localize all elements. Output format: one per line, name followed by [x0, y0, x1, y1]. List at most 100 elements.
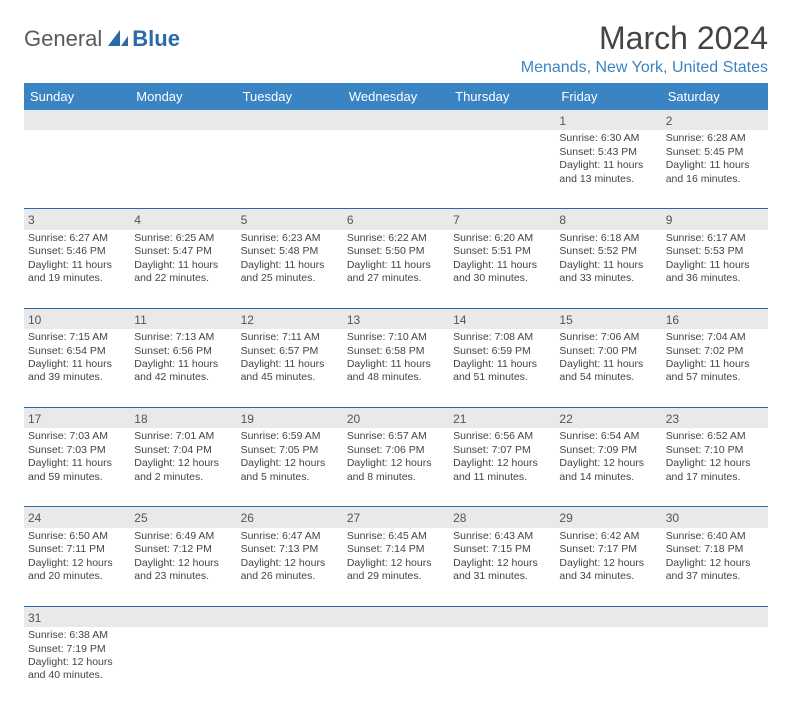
day-number: 26: [241, 509, 339, 527]
day-info-line: Sunset: 7:04 PM: [134, 444, 232, 457]
day-number: 5: [241, 211, 339, 229]
day-info-line: Daylight: 12 hours: [453, 457, 551, 470]
day-info-line: Sunset: 5:43 PM: [559, 146, 657, 159]
day-info-line: and 48 minutes.: [347, 371, 445, 384]
day-info-line: Sunrise: 7:13 AM: [134, 331, 232, 344]
weekday-header: Friday: [555, 83, 661, 110]
day-info-line: Daylight: 11 hours: [241, 358, 339, 371]
day-info-line: and 34 minutes.: [559, 570, 657, 583]
day-info-cell: Sunrise: 6:42 AMSunset: 7:17 PMDaylight:…: [555, 528, 661, 606]
day-number-cell: [343, 110, 449, 130]
day-number-cell: [555, 606, 661, 627]
header: General Blue March 2024 Menands, New Yor…: [24, 20, 768, 77]
day-info-cell: Sunrise: 6:23 AMSunset: 5:48 PMDaylight:…: [237, 230, 343, 308]
day-info-line: Sunrise: 7:03 AM: [28, 430, 126, 443]
day-info-line: Sunset: 7:03 PM: [28, 444, 126, 457]
day-info-row: Sunrise: 6:30 AMSunset: 5:43 PMDaylight:…: [24, 130, 768, 208]
day-info-line: Sunset: 6:58 PM: [347, 345, 445, 358]
day-info-cell: Sunrise: 7:15 AMSunset: 6:54 PMDaylight:…: [24, 329, 130, 407]
day-info-line: Sunset: 7:17 PM: [559, 543, 657, 556]
daynum-row: 12: [24, 110, 768, 130]
day-info-line: Daylight: 11 hours: [347, 259, 445, 272]
day-number: 1: [559, 112, 657, 130]
day-info-line: Daylight: 12 hours: [347, 457, 445, 470]
day-info-line: Daylight: 11 hours: [28, 259, 126, 272]
day-info-line: and 30 minutes.: [453, 272, 551, 285]
day-info-line: Sunrise: 6:50 AM: [28, 530, 126, 543]
day-info-line: and 17 minutes.: [666, 471, 764, 484]
day-info-line: Daylight: 12 hours: [666, 557, 764, 570]
day-info-line: Sunrise: 6:43 AM: [453, 530, 551, 543]
day-number: 17: [28, 410, 126, 428]
day-info-cell: Sunrise: 7:08 AMSunset: 6:59 PMDaylight:…: [449, 329, 555, 407]
day-info-line: and 51 minutes.: [453, 371, 551, 384]
day-info-line: Sunset: 5:47 PM: [134, 245, 232, 258]
day-info-cell: Sunrise: 7:13 AMSunset: 6:56 PMDaylight:…: [130, 329, 236, 407]
day-number: 29: [559, 509, 657, 527]
day-info-cell: Sunrise: 6:43 AMSunset: 7:15 PMDaylight:…: [449, 528, 555, 606]
day-info-line: and 42 minutes.: [134, 371, 232, 384]
day-info-line: Sunset: 7:09 PM: [559, 444, 657, 457]
day-info-line: Sunrise: 6:28 AM: [666, 132, 764, 145]
day-number: 13: [347, 311, 445, 329]
logo-text-general: General: [24, 26, 102, 52]
day-number: 9: [666, 211, 764, 229]
day-info-line: Daylight: 11 hours: [28, 457, 126, 470]
day-info-line: Sunrise: 7:15 AM: [28, 331, 126, 344]
day-info-line: Daylight: 12 hours: [28, 656, 126, 669]
day-info-line: Daylight: 11 hours: [134, 358, 232, 371]
month-title: March 2024: [521, 20, 768, 57]
day-number: 20: [347, 410, 445, 428]
day-info-line: and 59 minutes.: [28, 471, 126, 484]
day-info-line: and 20 minutes.: [28, 570, 126, 583]
day-info-line: Daylight: 11 hours: [347, 358, 445, 371]
day-info-line: Daylight: 12 hours: [453, 557, 551, 570]
day-number: 27: [347, 509, 445, 527]
day-info-line: Sunset: 6:56 PM: [134, 345, 232, 358]
day-info-cell: Sunrise: 6:49 AMSunset: 7:12 PMDaylight:…: [130, 528, 236, 606]
day-number-cell: 24: [24, 507, 130, 528]
day-info-row: Sunrise: 6:50 AMSunset: 7:11 PM Daylight:…: [24, 528, 768, 606]
day-info-cell: Sunrise: 7:04 AMSunset: 7:02 PMDaylight:…: [662, 329, 768, 407]
day-info-cell: Sunrise: 6:59 AMSunset: 7:05 PMDaylight:…: [237, 428, 343, 506]
day-number-cell: [449, 110, 555, 130]
day-number: 11: [134, 311, 232, 329]
day-info-line: Sunrise: 6:20 AM: [453, 232, 551, 245]
day-info-line: Sunset: 7:00 PM: [559, 345, 657, 358]
day-info-row: Sunrise: 6:38 AMSunset: 7:19 PMDaylight:…: [24, 627, 768, 705]
day-info-cell: Sunrise: 6:25 AMSunset: 5:47 PMDaylight:…: [130, 230, 236, 308]
weekday-header: Monday: [130, 83, 236, 110]
daynum-row: 3456789: [24, 209, 768, 230]
day-number: 22: [559, 410, 657, 428]
day-info-line: Sunset: 7:11 PM: [28, 543, 126, 556]
day-info-cell: Sunrise: 7:11 AMSunset: 6:57 PMDaylight:…: [237, 329, 343, 407]
day-info-cell: Sunrise: 6:52 AMSunset: 7:10 PMDaylight:…: [662, 428, 768, 506]
day-info-line: Sunset: 7:15 PM: [453, 543, 551, 556]
day-number-cell: 8: [555, 209, 661, 230]
day-info-line: Sunset: 7:13 PM: [241, 543, 339, 556]
day-number-cell: [343, 606, 449, 627]
day-number: 10: [28, 311, 126, 329]
day-info-line: Daylight: 11 hours: [453, 358, 551, 371]
day-info-line: Daylight: 12 hours: [241, 457, 339, 470]
day-number: 30: [666, 509, 764, 527]
day-info-line: Daylight: 11 hours: [559, 259, 657, 272]
day-info-line: Daylight: 11 hours: [559, 159, 657, 172]
day-info-line: Sunrise: 6:22 AM: [347, 232, 445, 245]
day-number: 23: [666, 410, 764, 428]
day-info-line: Sunrise: 6:30 AM: [559, 132, 657, 145]
day-info-cell: [237, 130, 343, 208]
day-info-cell: Sunrise: 7:06 AMSunset: 7:00 PMDaylight:…: [555, 329, 661, 407]
day-info-line: and 11 minutes.: [453, 471, 551, 484]
day-info-line: Daylight: 11 hours: [134, 259, 232, 272]
day-info-line: Sunset: 5:52 PM: [559, 245, 657, 258]
day-info-line: Daylight: 11 hours: [28, 358, 126, 371]
day-number: 12: [241, 311, 339, 329]
day-number-cell: 10: [24, 308, 130, 329]
day-info-line: Sunset: 6:59 PM: [453, 345, 551, 358]
day-info-line: Sunrise: 6:45 AM: [347, 530, 445, 543]
title-block: March 2024 Menands, New York, United Sta…: [521, 20, 768, 77]
day-info-cell: Sunrise: 7:01 AMSunset: 7:04 PMDaylight:…: [130, 428, 236, 506]
weekday-header: Thursday: [449, 83, 555, 110]
day-info-line: and 25 minutes.: [241, 272, 339, 285]
